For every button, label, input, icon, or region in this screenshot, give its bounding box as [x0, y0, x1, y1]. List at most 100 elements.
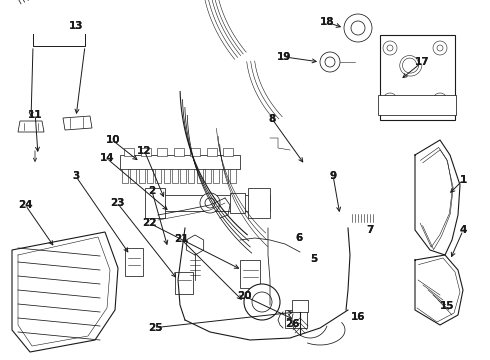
Circle shape [387, 97, 393, 103]
Text: 10: 10 [105, 135, 120, 145]
Text: 22: 22 [142, 218, 157, 228]
Bar [124, 148, 134, 156]
Bar [223, 148, 233, 156]
Text: 13: 13 [69, 21, 83, 31]
Text: 8: 8 [269, 114, 275, 124]
Circle shape [244, 284, 280, 320]
Bar [190, 148, 200, 156]
Text: 10: 10 [105, 135, 120, 145]
Text: 1: 1 [460, 175, 466, 185]
Text: 11: 11 [28, 110, 43, 120]
Text: 12: 12 [137, 146, 152, 156]
Text: 18: 18 [320, 17, 335, 27]
Circle shape [437, 45, 443, 51]
Text: 7: 7 [366, 225, 374, 235]
Bar [206, 148, 217, 156]
Bar [147, 169, 153, 183]
Text: 19: 19 [277, 52, 292, 62]
Bar [221, 169, 227, 183]
Text: 8: 8 [269, 114, 275, 124]
Bar [248, 188, 270, 218]
Text: 9: 9 [330, 171, 337, 181]
Text: 24: 24 [18, 200, 33, 210]
Text: 3: 3 [73, 171, 79, 181]
Text: 12: 12 [137, 146, 152, 156]
Bar [196, 169, 203, 183]
Circle shape [383, 93, 397, 107]
Text: 4: 4 [459, 225, 467, 235]
Text: 26: 26 [285, 319, 299, 329]
Text: 18: 18 [320, 17, 335, 27]
Text: 2: 2 [148, 186, 155, 196]
Bar [380, 35, 455, 120]
Bar [230, 169, 236, 183]
Bar [285, 310, 307, 328]
Text: 23: 23 [110, 198, 125, 208]
Bar [180, 169, 186, 183]
Bar [125, 248, 143, 276]
Bar [164, 169, 170, 183]
Text: 6: 6 [295, 233, 302, 243]
Text: 22: 22 [142, 218, 157, 228]
Circle shape [325, 57, 335, 67]
Text: 25: 25 [148, 323, 163, 333]
Text: 16: 16 [350, 312, 365, 322]
Text: 25: 25 [148, 323, 163, 333]
Bar [139, 169, 145, 183]
Text: 14: 14 [99, 153, 114, 163]
Text: 13: 13 [69, 21, 83, 31]
Text: 21: 21 [174, 234, 189, 244]
Bar [130, 169, 136, 183]
Text: 15: 15 [440, 301, 454, 311]
Text: 21: 21 [174, 234, 189, 244]
Text: 5: 5 [310, 254, 317, 264]
Text: 1: 1 [460, 175, 466, 185]
Bar [378, 95, 456, 115]
Text: 20: 20 [237, 291, 251, 301]
Text: 26: 26 [285, 319, 299, 329]
Text: 9: 9 [330, 171, 337, 181]
Text: 15: 15 [440, 301, 454, 311]
Bar [213, 169, 220, 183]
Circle shape [320, 52, 340, 72]
Text: 6: 6 [295, 233, 302, 243]
Circle shape [387, 45, 393, 51]
Text: 17: 17 [415, 57, 430, 67]
Bar [157, 148, 167, 156]
Text: 17: 17 [415, 57, 430, 67]
Text: 24: 24 [18, 200, 33, 210]
Circle shape [200, 193, 220, 213]
Text: 7: 7 [366, 225, 374, 235]
Circle shape [433, 41, 447, 55]
Text: 19: 19 [277, 52, 292, 62]
Bar [150, 195, 270, 211]
Circle shape [433, 93, 447, 107]
Bar [172, 169, 178, 183]
Bar [175, 272, 193, 294]
Text: 4: 4 [459, 225, 467, 235]
Bar [240, 260, 260, 288]
Circle shape [437, 97, 443, 103]
Circle shape [205, 198, 215, 208]
Bar [188, 169, 195, 183]
Text: 2: 2 [148, 186, 155, 196]
Text: 16: 16 [350, 312, 365, 322]
Text: 14: 14 [99, 153, 114, 163]
Bar [292, 300, 308, 312]
Circle shape [351, 21, 365, 35]
Text: 3: 3 [73, 171, 79, 181]
Circle shape [252, 292, 272, 312]
Text: 20: 20 [237, 291, 251, 301]
Bar [173, 148, 183, 156]
Text: 11: 11 [28, 110, 43, 120]
Bar [120, 155, 240, 169]
Bar [141, 148, 150, 156]
Circle shape [344, 14, 372, 42]
Bar [230, 193, 245, 213]
Bar [122, 169, 128, 183]
Bar [205, 169, 211, 183]
Text: 23: 23 [110, 198, 125, 208]
Bar [145, 188, 165, 218]
Circle shape [383, 41, 397, 55]
Bar [155, 169, 161, 183]
